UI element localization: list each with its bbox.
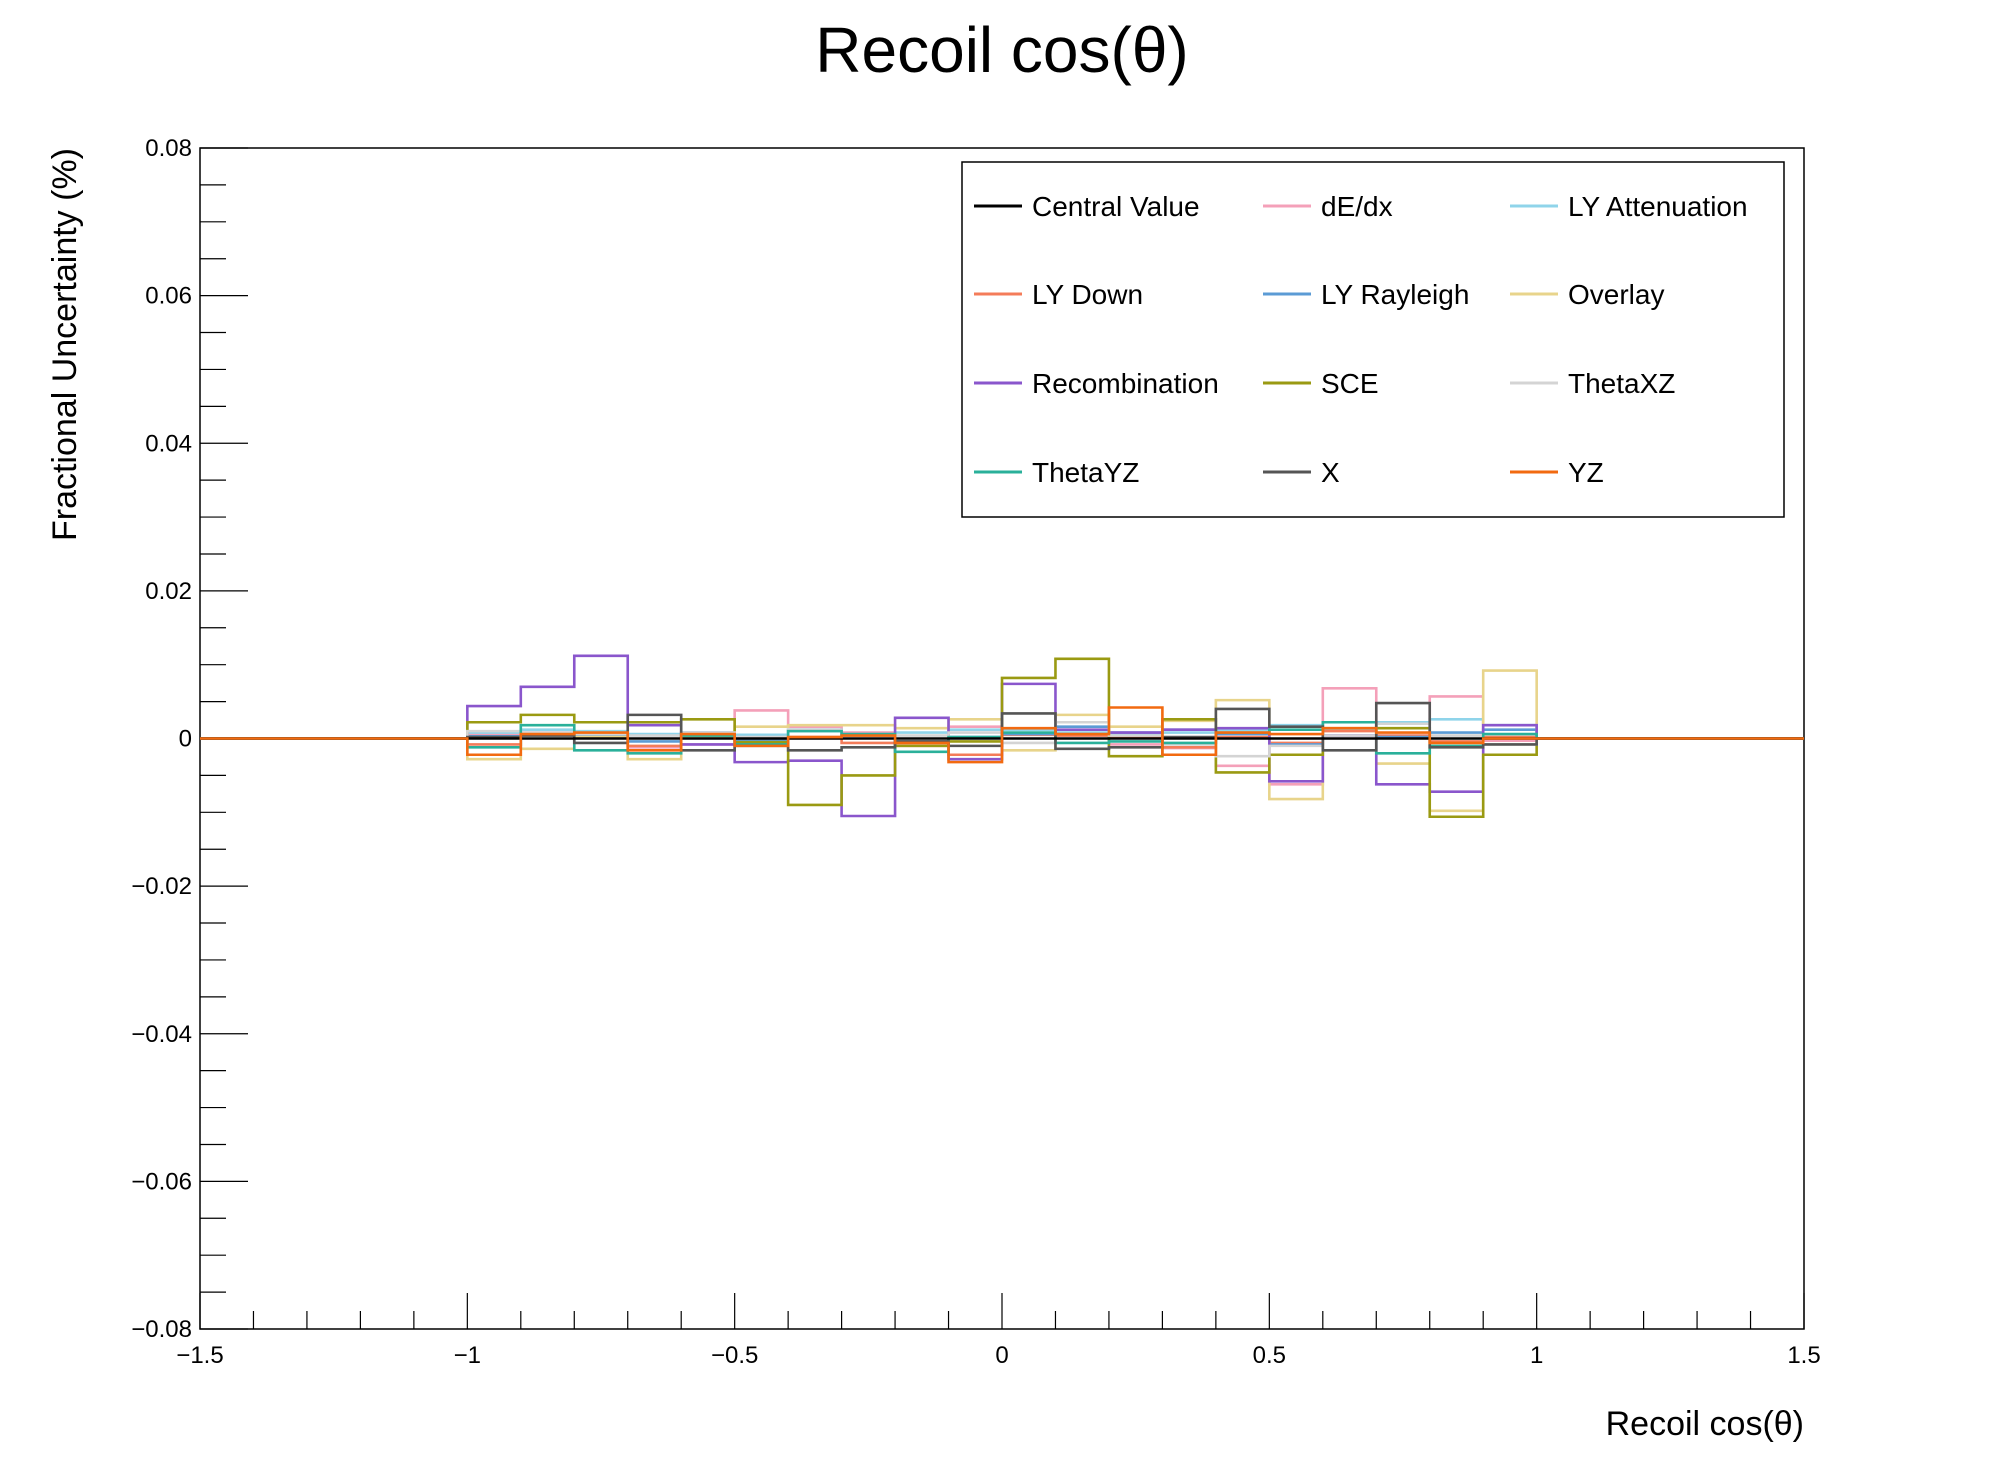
x-tick-label: −0.5 <box>711 1342 758 1369</box>
legend-label-ly-rayleigh: LY Rayleigh <box>1321 279 1469 310</box>
chart-title: Recoil cos(θ) <box>815 14 1188 86</box>
x-tick-label: −1.5 <box>176 1342 223 1369</box>
y-tick-label: 0.06 <box>145 283 192 310</box>
y-tick-label: 0.02 <box>145 578 192 605</box>
legend-label-central-value: Central Value <box>1032 191 1200 222</box>
y-tick-label: −0.08 <box>131 1316 192 1343</box>
y-tick-label: −0.02 <box>131 873 192 900</box>
legend-box <box>961 161 1785 518</box>
y-tick-label: 0 <box>179 726 192 753</box>
legend-label-de-dx: dE/dx <box>1321 191 1393 222</box>
legend-label-thetayz: ThetaYZ <box>1032 457 1139 488</box>
axis-ticks: −1.5 −1 −0.5 0 0.5 1 1.5 0.08 0.06 0.04 0.02 0 −0.02… <box>131 135 1820 1369</box>
legend-label-recombination: Recombination <box>1032 368 1219 399</box>
x-tick-label: 1.5 <box>1787 1342 1820 1369</box>
y-tick-label: 0.04 <box>145 430 192 457</box>
legend-label-sce: SCE <box>1321 368 1379 399</box>
legend-label-x: X <box>1321 457 1340 488</box>
x-tick-label: 0 <box>995 1342 1008 1369</box>
y-tick-label: −0.04 <box>131 1021 192 1048</box>
y-tick-label: −0.06 <box>131 1168 192 1195</box>
legend: Central Value dE/dx LY Attenuation LY Down L… <box>961 161 1785 518</box>
y-axis-label: Fractional Uncertainty (%) <box>46 148 84 541</box>
series-layer <box>200 654 1804 819</box>
x-tick-label: 0.5 <box>1253 1342 1286 1369</box>
legend-label-ly-attenuation: LY Attenuation <box>1568 191 1748 222</box>
legend-label-ly-down: LY Down <box>1032 279 1143 310</box>
legend-label-overlay: Overlay <box>1568 279 1664 310</box>
legend-label-yz: YZ <box>1568 457 1604 488</box>
legend-label-thetaxz: ThetaXZ <box>1568 368 1675 399</box>
x-axis-label: Recoil cos(θ) <box>1606 1405 1804 1443</box>
x-tick-label: −1 <box>454 1342 481 1369</box>
x-tick-label: 1 <box>1530 1342 1543 1369</box>
y-tick-label: 0.08 <box>145 135 192 162</box>
series-line-yz <box>200 706 1804 764</box>
